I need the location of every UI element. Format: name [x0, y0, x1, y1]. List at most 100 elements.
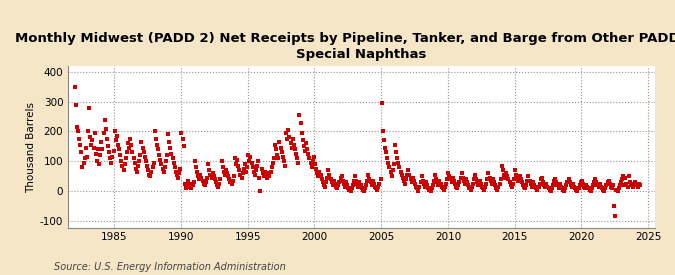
Point: [391, 150, 402, 155]
Point: [215, 177, 226, 181]
Point: [105, 156, 115, 161]
Point: [470, 177, 481, 181]
Point: [442, 177, 453, 181]
Point: [414, 184, 425, 189]
Point: [161, 159, 171, 163]
Point: [514, 174, 525, 178]
Point: [503, 177, 514, 181]
Point: [456, 171, 467, 175]
Point: [403, 168, 414, 172]
Point: [394, 165, 405, 169]
Point: [354, 180, 364, 184]
Point: [80, 146, 91, 150]
Point: [523, 174, 534, 178]
Point: [295, 120, 306, 125]
Point: [122, 150, 132, 155]
Point: [534, 182, 545, 186]
Point: [539, 183, 549, 187]
Point: [233, 164, 244, 168]
Point: [296, 131, 307, 135]
Point: [335, 175, 346, 180]
Point: [387, 168, 398, 172]
Point: [252, 164, 263, 168]
Point: [163, 132, 173, 137]
Point: [279, 164, 290, 168]
Point: [104, 150, 115, 155]
Point: [305, 161, 316, 165]
Point: [609, 204, 620, 208]
Point: [274, 140, 285, 144]
Point: [545, 189, 556, 193]
Point: [293, 161, 304, 165]
Point: [211, 180, 221, 184]
Point: [314, 169, 325, 174]
Point: [585, 187, 595, 192]
Point: [199, 183, 210, 187]
Point: [439, 187, 450, 192]
Point: [421, 180, 431, 184]
Point: [151, 137, 161, 141]
Point: [300, 141, 311, 145]
Point: [248, 169, 259, 174]
Point: [560, 186, 570, 190]
Point: [156, 162, 167, 166]
Point: [94, 162, 105, 166]
Point: [216, 159, 227, 163]
Point: [493, 184, 504, 189]
Point: [575, 180, 586, 184]
Point: [99, 131, 109, 135]
Point: [144, 172, 155, 177]
Point: [288, 137, 298, 141]
Point: [542, 184, 553, 189]
Point: [541, 182, 551, 186]
Point: [513, 178, 524, 183]
Point: [80, 156, 90, 161]
Point: [138, 150, 149, 155]
Point: [290, 147, 300, 152]
Point: [261, 172, 271, 177]
Point: [614, 183, 625, 187]
Point: [148, 161, 159, 165]
Point: [142, 168, 153, 172]
Point: [95, 153, 106, 158]
Point: [255, 189, 266, 193]
Point: [118, 168, 129, 172]
Point: [521, 183, 532, 187]
Point: [92, 147, 103, 152]
Point: [345, 189, 356, 193]
Point: [130, 161, 140, 165]
Point: [198, 182, 209, 186]
Point: [264, 174, 275, 178]
Point: [234, 168, 244, 172]
Point: [429, 178, 439, 183]
Point: [74, 137, 84, 141]
Point: [82, 155, 92, 159]
Point: [319, 183, 329, 187]
Point: [547, 183, 558, 187]
Point: [223, 174, 234, 178]
Point: [363, 172, 374, 177]
Point: [325, 177, 336, 181]
Point: [559, 189, 570, 193]
Point: [350, 174, 360, 178]
Point: [377, 129, 388, 134]
Point: [425, 189, 436, 193]
Point: [402, 172, 412, 177]
Point: [238, 166, 249, 171]
Point: [159, 165, 170, 169]
Point: [356, 186, 367, 190]
Point: [317, 180, 328, 184]
Point: [530, 184, 541, 189]
Point: [504, 180, 515, 184]
Point: [430, 172, 441, 177]
Point: [462, 180, 472, 184]
Point: [204, 168, 215, 172]
Point: [343, 186, 354, 190]
Point: [92, 159, 103, 163]
Point: [303, 152, 314, 156]
Point: [240, 169, 251, 174]
Point: [136, 140, 147, 144]
Point: [153, 147, 163, 152]
Point: [298, 144, 309, 148]
Point: [396, 172, 407, 177]
